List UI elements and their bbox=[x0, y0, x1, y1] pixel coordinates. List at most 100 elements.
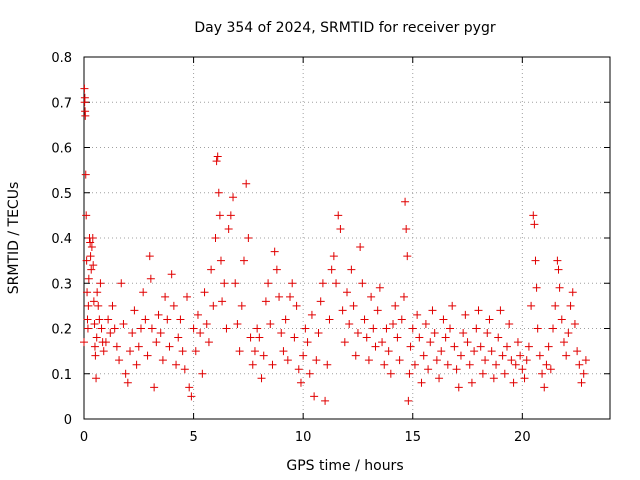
data-point bbox=[581, 356, 590, 365]
data-point bbox=[301, 324, 310, 333]
data-point bbox=[101, 338, 110, 347]
data-point bbox=[498, 351, 507, 360]
data-point bbox=[530, 220, 539, 229]
data-point bbox=[380, 360, 389, 369]
data-point bbox=[524, 342, 533, 351]
data-point bbox=[554, 265, 563, 274]
data-point bbox=[437, 347, 446, 356]
data-point bbox=[82, 256, 91, 265]
data-point bbox=[220, 279, 229, 288]
data-point bbox=[527, 301, 536, 310]
data-point bbox=[126, 347, 135, 356]
data-point bbox=[198, 369, 207, 378]
data-point bbox=[248, 360, 257, 369]
data-point bbox=[575, 360, 584, 369]
data-point bbox=[408, 324, 417, 333]
data-point bbox=[417, 378, 426, 387]
data-point bbox=[325, 315, 334, 324]
data-point bbox=[378, 338, 387, 347]
data-point bbox=[207, 265, 216, 274]
data-point bbox=[446, 324, 455, 333]
data-point bbox=[492, 360, 501, 369]
data-point bbox=[540, 383, 549, 392]
data-point bbox=[242, 179, 251, 188]
data-point bbox=[463, 338, 472, 347]
data-point bbox=[213, 152, 222, 161]
data-point bbox=[80, 93, 89, 102]
data-point bbox=[92, 374, 101, 383]
data-point bbox=[226, 211, 235, 220]
data-point bbox=[401, 197, 410, 206]
data-point bbox=[255, 333, 264, 342]
x-tick-label: 15 bbox=[404, 430, 421, 445]
data-point bbox=[119, 319, 128, 328]
data-point bbox=[327, 265, 336, 274]
data-point bbox=[209, 301, 218, 310]
data-point bbox=[261, 297, 270, 306]
data-point bbox=[511, 360, 520, 369]
data-point bbox=[82, 211, 91, 220]
data-point bbox=[95, 315, 104, 324]
data-point bbox=[299, 351, 308, 360]
data-point bbox=[403, 252, 412, 261]
data-point bbox=[570, 319, 579, 328]
data-point bbox=[533, 324, 542, 333]
data-point bbox=[404, 396, 413, 405]
data-point bbox=[128, 329, 137, 338]
data-point bbox=[520, 374, 529, 383]
data-point bbox=[152, 338, 161, 347]
data-point bbox=[283, 356, 292, 365]
data-point bbox=[178, 347, 187, 356]
data-point bbox=[553, 256, 562, 265]
data-point bbox=[88, 234, 97, 242]
x-tick-label: 10 bbox=[295, 430, 312, 445]
y-tick-label: 0.1 bbox=[51, 368, 72, 383]
data-point bbox=[290, 333, 299, 342]
data-point bbox=[84, 301, 93, 310]
data-point bbox=[516, 351, 525, 360]
data-point bbox=[406, 342, 415, 351]
data-point bbox=[169, 301, 178, 310]
data-point bbox=[214, 188, 223, 197]
data-point bbox=[264, 279, 273, 288]
chart-title: Day 354 of 2024, SRMTID for receiver pyg… bbox=[194, 20, 495, 36]
data-point bbox=[204, 338, 213, 347]
data-point bbox=[535, 351, 544, 360]
data-point bbox=[456, 351, 465, 360]
data-point bbox=[218, 297, 227, 306]
data-point bbox=[426, 338, 435, 347]
x-tick-label: 0 bbox=[80, 430, 88, 445]
data-point bbox=[472, 324, 481, 333]
data-point bbox=[106, 329, 115, 338]
data-point bbox=[115, 356, 124, 365]
data-point bbox=[489, 374, 498, 383]
data-point bbox=[522, 356, 531, 365]
data-point bbox=[257, 374, 266, 383]
data-point bbox=[529, 211, 538, 220]
data-point bbox=[180, 365, 189, 374]
data-point bbox=[461, 310, 470, 319]
data-point bbox=[343, 288, 351, 297]
data-point bbox=[90, 342, 99, 351]
data-point bbox=[371, 342, 380, 351]
data-point bbox=[193, 310, 202, 319]
data-point bbox=[266, 319, 275, 328]
data-point bbox=[439, 315, 448, 324]
data-point bbox=[544, 342, 553, 351]
data-point bbox=[132, 360, 141, 369]
data-point bbox=[351, 351, 360, 360]
data-point bbox=[303, 338, 312, 347]
data-point bbox=[386, 369, 395, 378]
data-point bbox=[518, 365, 527, 374]
data-point bbox=[253, 324, 262, 333]
data-point bbox=[121, 369, 130, 378]
data-point bbox=[212, 157, 221, 166]
plot-frame bbox=[83, 56, 611, 420]
data-point bbox=[454, 383, 463, 392]
data-point bbox=[347, 265, 356, 274]
x-axis-label: GPS time / hours bbox=[286, 458, 403, 474]
data-point bbox=[573, 347, 582, 356]
data-point bbox=[294, 365, 303, 374]
data-point bbox=[500, 369, 509, 378]
data-point bbox=[130, 306, 139, 315]
